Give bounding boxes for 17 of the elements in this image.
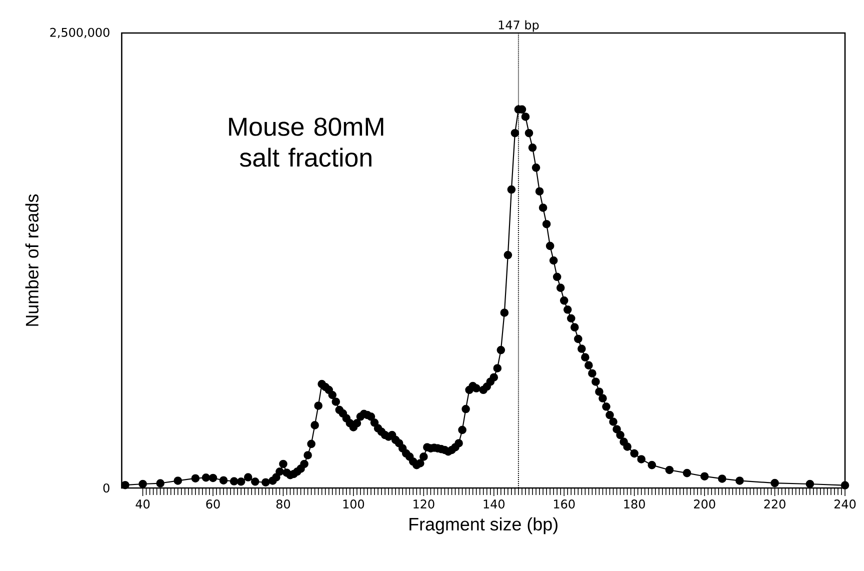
x-tick-label: 140	[484, 500, 504, 509]
x-tick-label: 200	[694, 500, 716, 509]
x-tick-label: 180	[624, 500, 645, 509]
annotation: Mouse 80mM salt fraction	[229, 118, 384, 167]
x-axis-title: Fragment size (bp)	[410, 517, 558, 534]
x-tick-label: 100	[343, 500, 364, 509]
y-tick-label: 0	[103, 483, 110, 493]
x-tick-label: 160	[554, 500, 575, 509]
x-tick-label: 40	[136, 500, 150, 509]
y-axis-title: Number of reads	[25, 194, 38, 326]
x-tick-label: 240	[834, 500, 856, 509]
x-tick-label: 120	[414, 500, 434, 509]
x-tick-label: 80	[276, 500, 290, 509]
ref-line-label: 147 bp	[498, 20, 539, 32]
x-tick-label: 220	[764, 500, 786, 509]
y-tick-label: 2,500,000	[50, 28, 110, 38]
x-tick-label: 60	[206, 500, 220, 509]
